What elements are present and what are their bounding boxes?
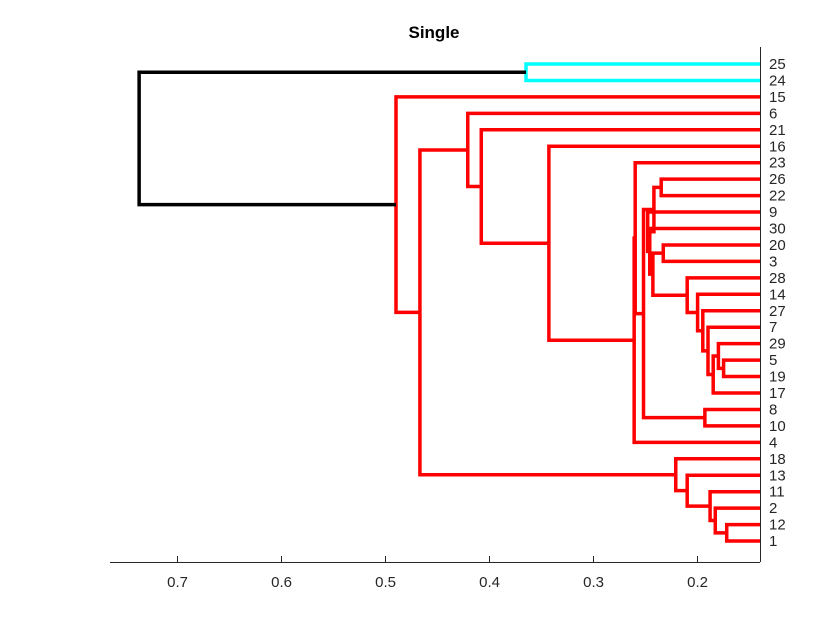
- leaf-label: 20: [769, 237, 786, 254]
- leaf-labels: 2524156211623262293020328142772951917810…: [769, 56, 786, 550]
- leaf-label: 12: [769, 517, 786, 534]
- leaf-label: 17: [769, 385, 786, 402]
- leaf-label: 29: [769, 336, 786, 353]
- leaf-label: 11: [769, 484, 785, 501]
- leaf-label: 23: [769, 155, 786, 172]
- x-axis-ticks: 0.7 0.6 0.5 0.4 0.3 0.2: [167, 556, 708, 591]
- leaf-label: 7: [769, 319, 777, 336]
- leaf-label: 26: [769, 171, 786, 188]
- leaf-label: 10: [769, 418, 786, 435]
- x-tick-label: 0.5: [375, 574, 396, 591]
- leaf-label: 5: [769, 352, 777, 369]
- leaf-label: 6: [769, 105, 777, 122]
- leaf-label: 22: [769, 188, 786, 205]
- x-tick-label: 0.2: [687, 574, 708, 591]
- leaf-label: 18: [769, 451, 786, 468]
- x-tick-label: 0.3: [583, 574, 604, 591]
- leaf-label: 13: [769, 467, 786, 484]
- leaf-label: 16: [769, 138, 786, 155]
- leaf-label: 24: [769, 72, 786, 89]
- leaf-label: 25: [769, 56, 786, 73]
- x-tick-label: 0.6: [271, 574, 292, 591]
- x-tick-label: 0.7: [167, 574, 188, 591]
- leaf-label: 14: [769, 286, 786, 303]
- leaf-label: 27: [769, 303, 786, 320]
- x-tick-label: 0.4: [479, 574, 500, 591]
- dendrogram-link-L29: [137, 70, 526, 207]
- dendrogram-links: [137, 62, 760, 543]
- leaf-label: 1: [769, 533, 777, 550]
- leaf-label: 21: [769, 122, 786, 139]
- leaf-label: 2: [769, 500, 777, 517]
- leaf-label: 15: [769, 89, 786, 106]
- leaf-label: 30: [769, 221, 786, 238]
- leaf-label: 4: [769, 434, 777, 451]
- leaf-label: 9: [769, 204, 777, 221]
- chart-title: Single: [408, 23, 459, 42]
- leaf-label: 28: [769, 270, 786, 287]
- leaf-label: 8: [769, 401, 777, 418]
- leaf-label: 19: [769, 369, 786, 386]
- leaf-label: 3: [769, 253, 777, 270]
